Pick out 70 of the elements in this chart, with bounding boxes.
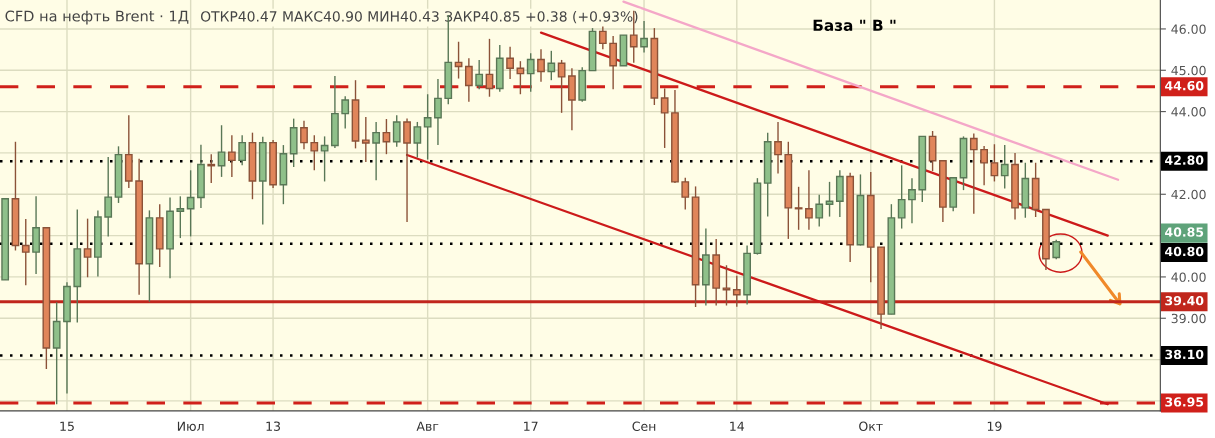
- candlestick: [83, 217, 92, 279]
- text: CFD на нефть Brent · 1Д: [5, 10, 189, 25]
- candlestick: [681, 177, 690, 211]
- candlestick: [464, 57, 473, 103]
- candlestick: [176, 195, 185, 239]
- x-tick-label: 13: [266, 421, 281, 431]
- ref-line-label: 44.60: [1165, 80, 1204, 91]
- candlestick: [361, 116, 370, 163]
- candlestick: [434, 78, 442, 146]
- candlestick: [969, 132, 978, 215]
- x-tick-label: 19: [987, 421, 1002, 431]
- x-tick-label: Окт: [859, 421, 883, 431]
- x-tick-label: 15: [60, 421, 74, 431]
- candlestick: [732, 274, 741, 308]
- candlestick: [341, 95, 350, 130]
- candlestick: [392, 114, 401, 148]
- candlestick: [660, 87, 669, 149]
- candlestick: [815, 193, 824, 228]
- candlestick: [1052, 239, 1061, 260]
- ref-line-label: 42.80: [1165, 155, 1204, 165]
- ref-line-label: 39.40: [1165, 295, 1204, 306]
- candlestick: [557, 59, 566, 114]
- candlestick: [217, 124, 226, 178]
- candlestick: [300, 119, 308, 150]
- x-tick-label: 17: [524, 421, 538, 431]
- candlestick: [908, 177, 916, 224]
- y-tick-label: 39.00: [1171, 313, 1206, 324]
- candlestick: [186, 169, 195, 238]
- candlestick: [794, 186, 803, 231]
- y-tick-label: 42.00: [1171, 189, 1206, 200]
- candlestick: [21, 218, 30, 286]
- candlestick: [320, 135, 329, 183]
- candlestick: [526, 52, 535, 93]
- x-tick-label: Сен: [632, 421, 656, 431]
- candlestick: [640, 20, 648, 54]
- candlestick: [990, 143, 999, 183]
- x-tick-label: Июл: [177, 421, 204, 431]
- candlestick: [805, 169, 813, 231]
- candlestick: [598, 25, 607, 50]
- x-tick-label: 14: [730, 421, 745, 431]
- candlestick: [475, 59, 484, 90]
- ref-line-label: 36.95: [1165, 397, 1204, 407]
- candlestick: [310, 134, 319, 171]
- y-tick-label: 46.00: [1171, 24, 1206, 34]
- candlestick: [413, 121, 422, 159]
- candlestick: [825, 181, 834, 218]
- ref-line-label: 38.10: [1165, 349, 1204, 360]
- candlestick: [547, 50, 556, 81]
- candlestick: [403, 117, 411, 223]
- candlestick: [609, 35, 618, 90]
- annotation: База " В ": [813, 19, 896, 32]
- candlestick: [980, 145, 989, 186]
- candlestick: [372, 121, 381, 181]
- candlestick: [238, 134, 247, 167]
- candlestick: [227, 134, 236, 178]
- y-tick-label: 45.00: [1171, 65, 1206, 76]
- candlestick: [568, 67, 576, 131]
- candlestick: [506, 46, 514, 80]
- candlestick: [722, 264, 731, 307]
- y-tick-label: 40.00: [1171, 272, 1206, 282]
- candlestick: [423, 93, 432, 161]
- candlestick: [1000, 144, 1009, 190]
- ref-line-label: 40.80: [1165, 246, 1204, 257]
- candlestick: [537, 48, 545, 83]
- text: 40.85: [1165, 227, 1204, 237]
- candlestick: [897, 164, 906, 230]
- candlestick: [104, 156, 113, 238]
- x-tick-label: Авг: [416, 421, 439, 431]
- candlestick: [774, 121, 782, 175]
- y-tick-label: 44.00: [1171, 107, 1206, 117]
